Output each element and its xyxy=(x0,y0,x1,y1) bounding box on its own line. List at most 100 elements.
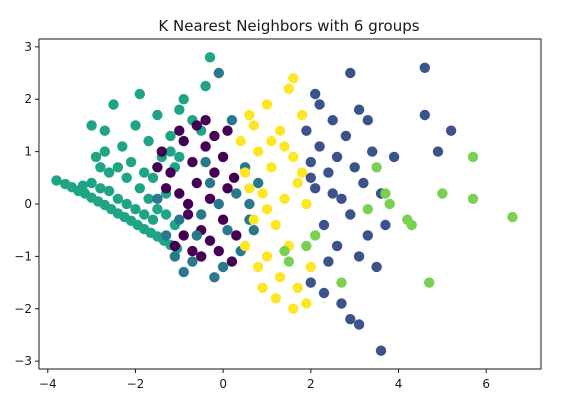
data-point xyxy=(134,183,145,194)
data-point xyxy=(279,141,290,152)
data-point xyxy=(95,162,106,173)
data-point xyxy=(362,204,373,215)
data-point xyxy=(288,151,299,163)
y-tick-label: −1 xyxy=(14,249,32,263)
data-point xyxy=(160,183,172,194)
data-point xyxy=(467,193,479,204)
data-point xyxy=(108,99,119,110)
data-point xyxy=(169,240,181,252)
data-point xyxy=(222,125,233,136)
data-point xyxy=(239,240,251,252)
data-point xyxy=(77,180,89,191)
y-tick-label: 2 xyxy=(24,92,32,106)
data-point xyxy=(217,151,229,163)
data-point xyxy=(182,198,194,210)
data-point xyxy=(248,214,259,225)
data-point xyxy=(296,109,308,121)
data-point xyxy=(143,135,154,147)
data-point xyxy=(165,130,176,142)
data-point xyxy=(445,125,457,136)
data-point xyxy=(292,282,303,293)
data-point xyxy=(130,120,141,131)
data-point xyxy=(112,162,124,173)
data-point xyxy=(209,272,220,283)
data-point xyxy=(117,141,128,152)
x-tick-label: −4 xyxy=(39,377,57,391)
data-point xyxy=(257,282,268,293)
y-tick-label: 1 xyxy=(24,145,32,159)
data-point xyxy=(152,109,163,121)
data-point xyxy=(90,151,102,163)
data-point xyxy=(213,67,224,79)
data-point xyxy=(371,261,382,273)
data-point xyxy=(384,198,395,210)
data-point xyxy=(204,193,216,204)
data-point xyxy=(424,277,435,288)
data-point xyxy=(231,230,242,241)
data-point xyxy=(103,185,115,197)
data-point xyxy=(432,146,444,157)
data-point xyxy=(196,209,207,220)
data-point xyxy=(235,135,246,147)
data-point xyxy=(147,214,159,225)
data-point xyxy=(160,230,172,241)
data-point xyxy=(244,183,255,194)
data-point xyxy=(301,198,312,210)
data-point xyxy=(187,245,198,257)
data-point xyxy=(174,214,185,225)
data-point xyxy=(231,188,242,199)
data-point xyxy=(143,193,154,204)
data-point xyxy=(95,183,106,194)
data-point xyxy=(165,146,176,157)
data-point xyxy=(217,261,229,273)
data-point xyxy=(51,175,62,186)
data-points xyxy=(51,52,518,356)
data-point xyxy=(191,120,202,131)
data-point xyxy=(507,211,518,223)
data-point xyxy=(327,115,338,126)
data-point xyxy=(266,135,277,147)
data-point xyxy=(327,188,338,199)
data-point xyxy=(222,225,233,236)
data-point xyxy=(196,251,207,262)
data-point xyxy=(134,88,145,100)
data-point xyxy=(261,251,273,262)
data-point xyxy=(174,188,185,199)
data-point xyxy=(301,240,312,252)
data-point xyxy=(204,177,216,189)
data-point xyxy=(222,183,233,194)
data-point xyxy=(437,188,448,199)
data-point xyxy=(174,151,185,163)
data-point xyxy=(187,256,198,267)
data-point xyxy=(209,130,220,142)
data-point xyxy=(200,80,211,92)
y-tick-label: −2 xyxy=(14,302,32,316)
data-point xyxy=(217,214,229,225)
data-point xyxy=(152,193,163,204)
data-point xyxy=(204,52,216,63)
data-point xyxy=(200,115,211,126)
data-point xyxy=(362,115,373,126)
data-point xyxy=(331,240,343,252)
data-point xyxy=(301,125,312,136)
y-axis: −3 −2 −1 0 1 2 3 xyxy=(14,40,39,368)
data-point xyxy=(187,156,198,168)
data-point xyxy=(288,303,299,314)
data-point xyxy=(257,188,268,199)
data-point xyxy=(345,67,356,79)
data-point xyxy=(270,219,281,231)
data-point xyxy=(139,167,150,178)
data-point xyxy=(248,225,259,236)
data-point xyxy=(103,167,115,178)
data-point xyxy=(380,188,391,199)
data-point xyxy=(253,146,264,157)
data-point xyxy=(86,177,97,189)
data-point xyxy=(380,219,391,231)
data-point xyxy=(152,162,163,173)
y-tick-label: 3 xyxy=(24,40,32,54)
data-point xyxy=(349,162,360,173)
x-tick-label: 0 xyxy=(219,377,227,391)
data-point xyxy=(228,172,240,183)
data-point xyxy=(467,151,479,163)
